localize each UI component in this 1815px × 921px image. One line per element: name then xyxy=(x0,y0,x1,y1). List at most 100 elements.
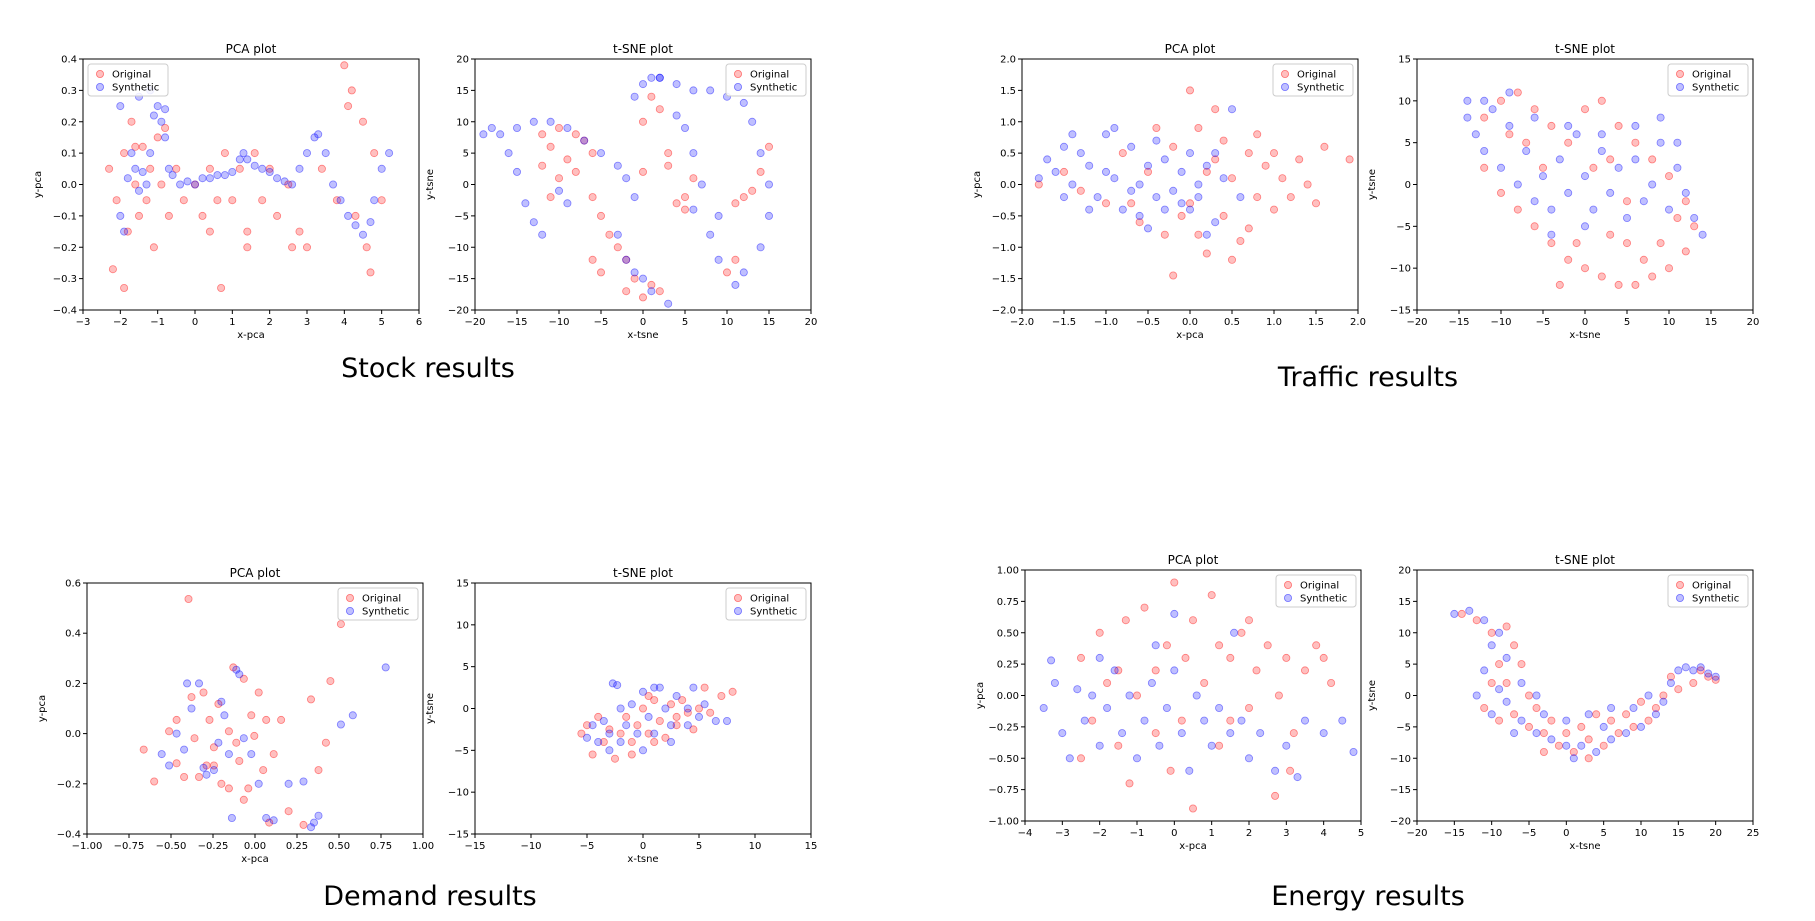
x-tick-label: 4 xyxy=(341,317,347,328)
original-point xyxy=(1606,230,1615,239)
synthetic-point xyxy=(529,218,538,227)
original-point xyxy=(105,164,114,173)
y-axis-label: y-pca xyxy=(37,695,48,722)
x-tick-label: 5 xyxy=(696,841,702,852)
synthetic-point xyxy=(1155,741,1164,750)
scatter-points xyxy=(1450,606,1720,763)
original-point xyxy=(161,124,170,133)
original-point xyxy=(1102,199,1111,208)
synthetic-point xyxy=(1118,729,1127,738)
original-point xyxy=(1472,616,1481,625)
synthetic-point xyxy=(1186,149,1195,158)
synthetic-point xyxy=(622,255,631,264)
synthetic-point xyxy=(209,766,218,775)
y-tick-label: 5 xyxy=(463,662,469,673)
synthetic-point xyxy=(1659,697,1668,706)
original-point xyxy=(1539,748,1548,757)
original-point xyxy=(650,696,659,705)
synthetic-point xyxy=(1160,155,1169,164)
legend-original-label: Original xyxy=(750,70,789,81)
original-point xyxy=(228,196,237,205)
original-point xyxy=(1659,691,1668,700)
synthetic-point xyxy=(1080,716,1089,725)
original-point xyxy=(622,287,631,296)
original-point xyxy=(748,186,757,195)
x-tick-label: −4 xyxy=(1018,828,1033,839)
original-point xyxy=(127,117,136,126)
y-tick-label: 0.5 xyxy=(1000,149,1016,160)
x-axis-label: x-tsne xyxy=(1569,841,1600,852)
synthetic-point xyxy=(1480,146,1489,155)
y-tick-label: −15 xyxy=(1390,785,1411,796)
synthetic-point xyxy=(714,211,723,220)
original-point xyxy=(1289,729,1298,738)
synthetic-point xyxy=(217,697,226,706)
x-tick-label: 1 xyxy=(229,317,235,328)
synthetic-point xyxy=(228,167,237,176)
synthetic-point xyxy=(1186,205,1195,214)
original-point xyxy=(577,729,586,738)
synthetic-point xyxy=(377,164,386,173)
original-point xyxy=(1631,138,1640,147)
synthetic-point xyxy=(563,199,572,208)
original-point xyxy=(650,738,659,747)
legend-synthetic-marker xyxy=(96,83,105,92)
synthetic-point xyxy=(358,230,367,239)
synthetic-point xyxy=(1631,121,1640,130)
y-tick-label: −15 xyxy=(1390,306,1411,317)
original-point xyxy=(1320,142,1329,151)
synthetic-point xyxy=(1144,224,1153,233)
synthetic-point xyxy=(220,711,229,720)
synthetic-point xyxy=(613,161,622,170)
synthetic-point xyxy=(1480,666,1489,675)
synthetic-point xyxy=(235,670,244,679)
original-point xyxy=(229,663,238,672)
original-point xyxy=(728,687,737,696)
synthetic-point xyxy=(1060,193,1069,202)
original-point xyxy=(1495,716,1504,725)
synthetic-point xyxy=(504,149,513,158)
synthetic-point xyxy=(1569,754,1578,763)
synthetic-point xyxy=(1597,146,1606,155)
synthetic-point xyxy=(295,164,304,173)
x-tick-label: 1.0 xyxy=(1266,317,1282,328)
synthetic-point xyxy=(1043,155,1052,164)
original-point xyxy=(1547,239,1556,248)
synthetic-point xyxy=(243,155,252,164)
original-point xyxy=(244,784,253,793)
legend-original-marker xyxy=(1676,70,1685,79)
synthetic-point xyxy=(1170,609,1179,618)
x-tick-label: 0 xyxy=(640,841,646,852)
original-point xyxy=(1696,666,1705,675)
original-point xyxy=(190,734,199,743)
original-point xyxy=(362,243,371,252)
x-tick-label: −1 xyxy=(1130,828,1145,839)
y-tick-label: −1.00 xyxy=(988,817,1019,828)
original-point xyxy=(299,820,308,829)
synthetic-point xyxy=(1665,205,1674,214)
original-point xyxy=(336,620,345,629)
synthetic-point xyxy=(1648,180,1657,189)
original-point xyxy=(138,142,147,151)
original-point xyxy=(563,155,572,164)
synthetic-point xyxy=(647,287,656,296)
synthetic-point xyxy=(639,746,648,755)
x-tick-label: −15 xyxy=(1448,317,1469,328)
original-point xyxy=(538,161,547,170)
original-point xyxy=(1327,679,1336,688)
caption-stock: Stock results xyxy=(341,353,515,384)
x-tick-label: 3 xyxy=(1283,828,1289,839)
synthetic-point xyxy=(1202,230,1211,239)
synthetic-point xyxy=(164,164,173,173)
synthetic-point xyxy=(513,167,522,176)
x-tick-label: −1.00 xyxy=(72,841,103,852)
original-point xyxy=(1088,716,1097,725)
synthetic-point xyxy=(1228,105,1237,114)
original-point xyxy=(358,117,367,126)
original-point xyxy=(1162,641,1171,650)
synthetic-point xyxy=(622,174,631,183)
original-point xyxy=(664,161,673,170)
legend-original-marker xyxy=(1281,70,1290,79)
synthetic-point xyxy=(583,733,592,742)
synthetic-point xyxy=(630,92,639,101)
